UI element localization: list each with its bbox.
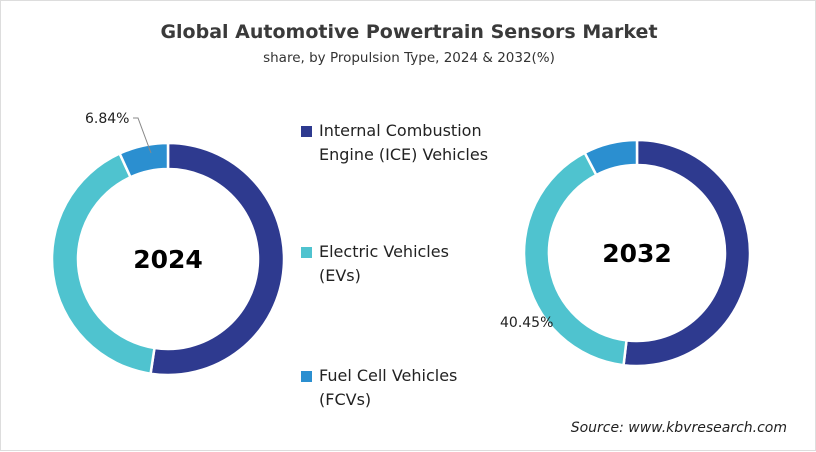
legend-label: Internal Combustion [319,121,482,140]
chart-subtitle: share, by Propulsion Type, 2024 & 2032(%… [263,50,555,66]
legend-label: Engine (ICE) Vehicles [319,145,489,164]
data-label: 6.84% [85,111,129,127]
source-note: Source: www.kbvresearch.com [570,420,787,436]
center-label-2024: 2024 [133,245,203,274]
donut-slice-2032-2 [583,138,639,177]
legend-label: Electric Vehicles [319,242,449,261]
legend-swatch-ev [301,247,312,258]
legend-swatch-fcv [301,371,312,382]
donut-slice-2032-0 [622,138,752,368]
center-label-2032: 2032 [602,239,672,268]
legend-label: Fuel Cell Vehicles [319,366,458,385]
legend-label: (EVs) [319,266,361,285]
legend-swatch-ice [301,126,312,137]
chart-title: Global Automotive Powertrain Sensors Mar… [160,21,658,43]
leader-line [133,117,152,154]
data-label: 40.45% [500,315,553,331]
legend-label: (FCVs) [319,390,372,409]
donut-slice-2024-2 [118,141,170,179]
donut-slice-2024-0 [149,141,286,377]
